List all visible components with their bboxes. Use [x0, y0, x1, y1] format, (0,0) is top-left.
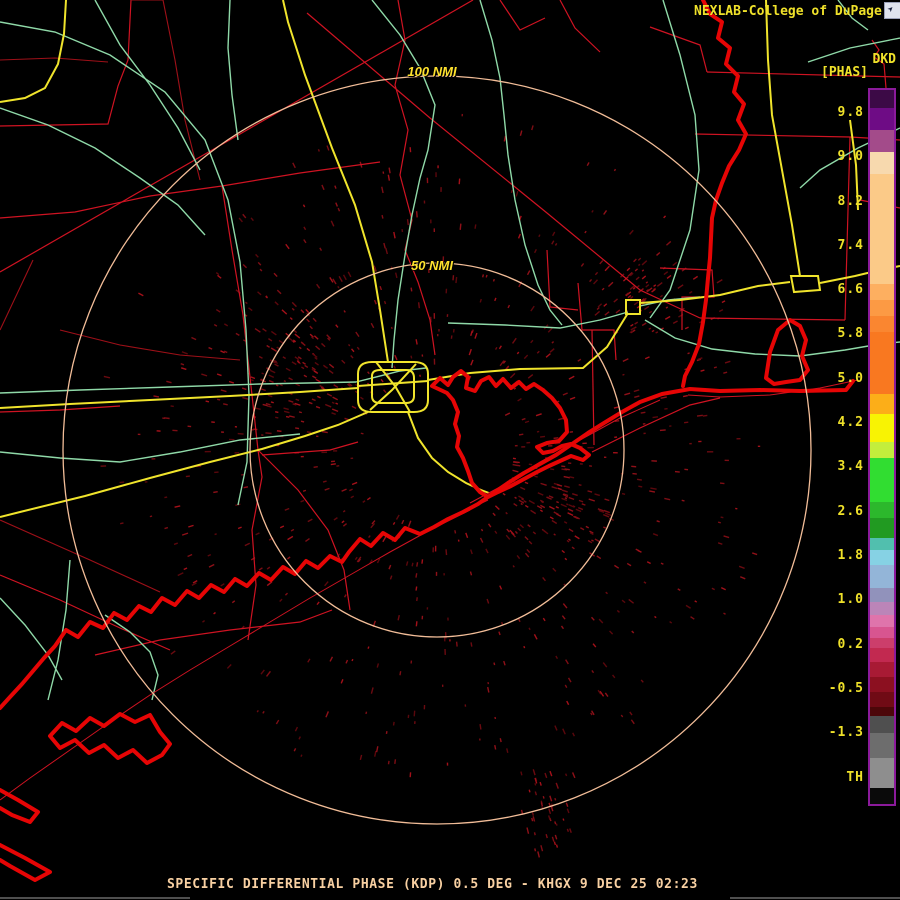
colorbar-segment	[870, 565, 894, 588]
colorbar-segment	[870, 662, 894, 677]
cursor-arrow-icon[interactable]: ➤	[884, 2, 900, 19]
colorbar-product-code: DKD	[872, 52, 896, 67]
colorbar-segment	[870, 677, 894, 692]
coastal-lake	[764, 318, 810, 386]
colorbar-tick: 3.4	[837, 459, 864, 474]
colorbar-segment	[870, 174, 894, 284]
radar-speckles	[100, 113, 761, 858]
ring-label-50nmi: 50 NMI	[411, 258, 453, 273]
ring-label-100nmi: 100 NMI	[407, 64, 457, 79]
galveston-bay-outline	[430, 369, 591, 499]
colorbar-segment	[870, 284, 894, 300]
trinity-river	[681, 0, 748, 388]
colorbar-scale	[868, 88, 896, 806]
ring-100nmi	[62, 75, 812, 825]
colorbar-segment	[870, 300, 894, 316]
colorbar-segment	[870, 707, 894, 716]
colorbar-segment	[870, 615, 894, 627]
colorbar-segment	[870, 627, 894, 638]
colorbar-segment	[870, 414, 894, 442]
colorbar-segment	[870, 602, 894, 615]
colorbar-tick: TH	[846, 770, 864, 785]
colorbar-tick: 4.2	[837, 415, 864, 430]
status-bar: SPECIFIC DIFFERENTIAL PHASE (KDP) 0.5 DE…	[167, 877, 698, 892]
colorbar-segment	[870, 442, 894, 458]
colorbar-segment	[870, 638, 894, 648]
colorbar-segment	[870, 538, 894, 550]
colorbar-segment	[870, 692, 894, 707]
colorbar-segment	[870, 108, 894, 130]
bottom-edge-right	[730, 897, 900, 899]
page-title: NEXLAB-College of DuPage	[694, 4, 882, 19]
colorbar-segment	[870, 733, 894, 758]
southwest-bays	[48, 712, 172, 765]
colorbar-segment	[870, 130, 894, 152]
colorbar-tick: 9.8	[837, 105, 864, 120]
colorbar-segment	[870, 152, 894, 174]
colorbar-tick: 5.0	[837, 371, 864, 386]
colorbar-tick: 2.6	[837, 504, 864, 519]
colorbar-tick: 8.2	[837, 194, 864, 209]
colorbar-segment	[870, 316, 894, 332]
colorbar-tick: 1.8	[837, 548, 864, 563]
range-rings	[62, 75, 812, 825]
colorbar-segment	[870, 716, 894, 733]
colorbar-segment	[870, 458, 894, 502]
coastline	[0, 0, 855, 882]
colorbar-segment	[870, 648, 894, 662]
colorbar-tick: 9.0	[837, 149, 864, 164]
colorbar-segment	[870, 502, 894, 518]
highways-green	[0, 0, 900, 701]
ring-50nmi	[249, 262, 625, 638]
colorbar-segment	[870, 332, 894, 394]
colorbar-tick: -0.5	[828, 681, 864, 696]
colorbar-tick: -1.3	[828, 725, 864, 740]
colorbar-tick: 6.6	[837, 282, 864, 297]
colorbar-segment	[870, 788, 894, 804]
colorbar-segment	[870, 518, 894, 538]
county-lines	[0, 0, 900, 656]
shoreline-detail	[0, 379, 859, 801]
colorbar-segment	[870, 758, 894, 788]
colorbar-tick: 5.8	[837, 326, 864, 341]
colorbar-tick: 1.0	[837, 592, 864, 607]
bottom-edge-left	[0, 897, 190, 899]
colorbar-tick: 0.2	[837, 637, 864, 652]
gulf-coastline	[0, 379, 855, 710]
colorbar-segment	[870, 90, 894, 108]
colorbar-segment	[870, 588, 894, 602]
colorbar-units: [PHAS]	[821, 65, 868, 80]
colorbar-segment	[870, 550, 894, 565]
colorbar-tick: 7.4	[837, 238, 864, 253]
colorbar-segment	[870, 394, 894, 414]
